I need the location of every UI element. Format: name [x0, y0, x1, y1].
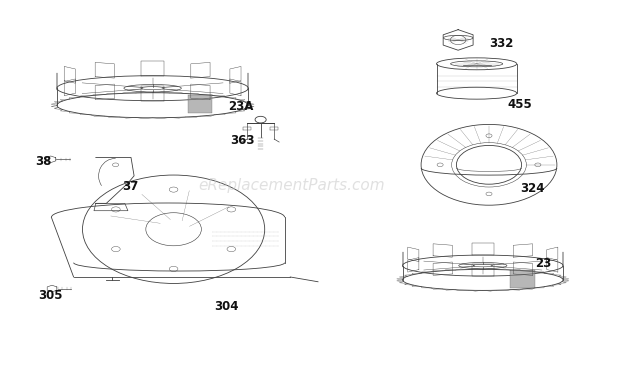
- FancyBboxPatch shape: [188, 95, 212, 113]
- Text: 37: 37: [122, 180, 138, 194]
- Text: eReplacementParts.com: eReplacementParts.com: [198, 178, 385, 192]
- Text: 38: 38: [35, 155, 51, 168]
- Text: 23A: 23A: [229, 100, 254, 112]
- FancyBboxPatch shape: [510, 270, 535, 288]
- Text: 363: 363: [230, 134, 254, 147]
- Text: 305: 305: [38, 289, 63, 302]
- Text: 23: 23: [535, 258, 552, 270]
- Text: 332: 332: [489, 37, 513, 50]
- Text: 304: 304: [215, 300, 239, 313]
- Text: 324: 324: [520, 182, 544, 195]
- Text: 455: 455: [508, 98, 532, 111]
